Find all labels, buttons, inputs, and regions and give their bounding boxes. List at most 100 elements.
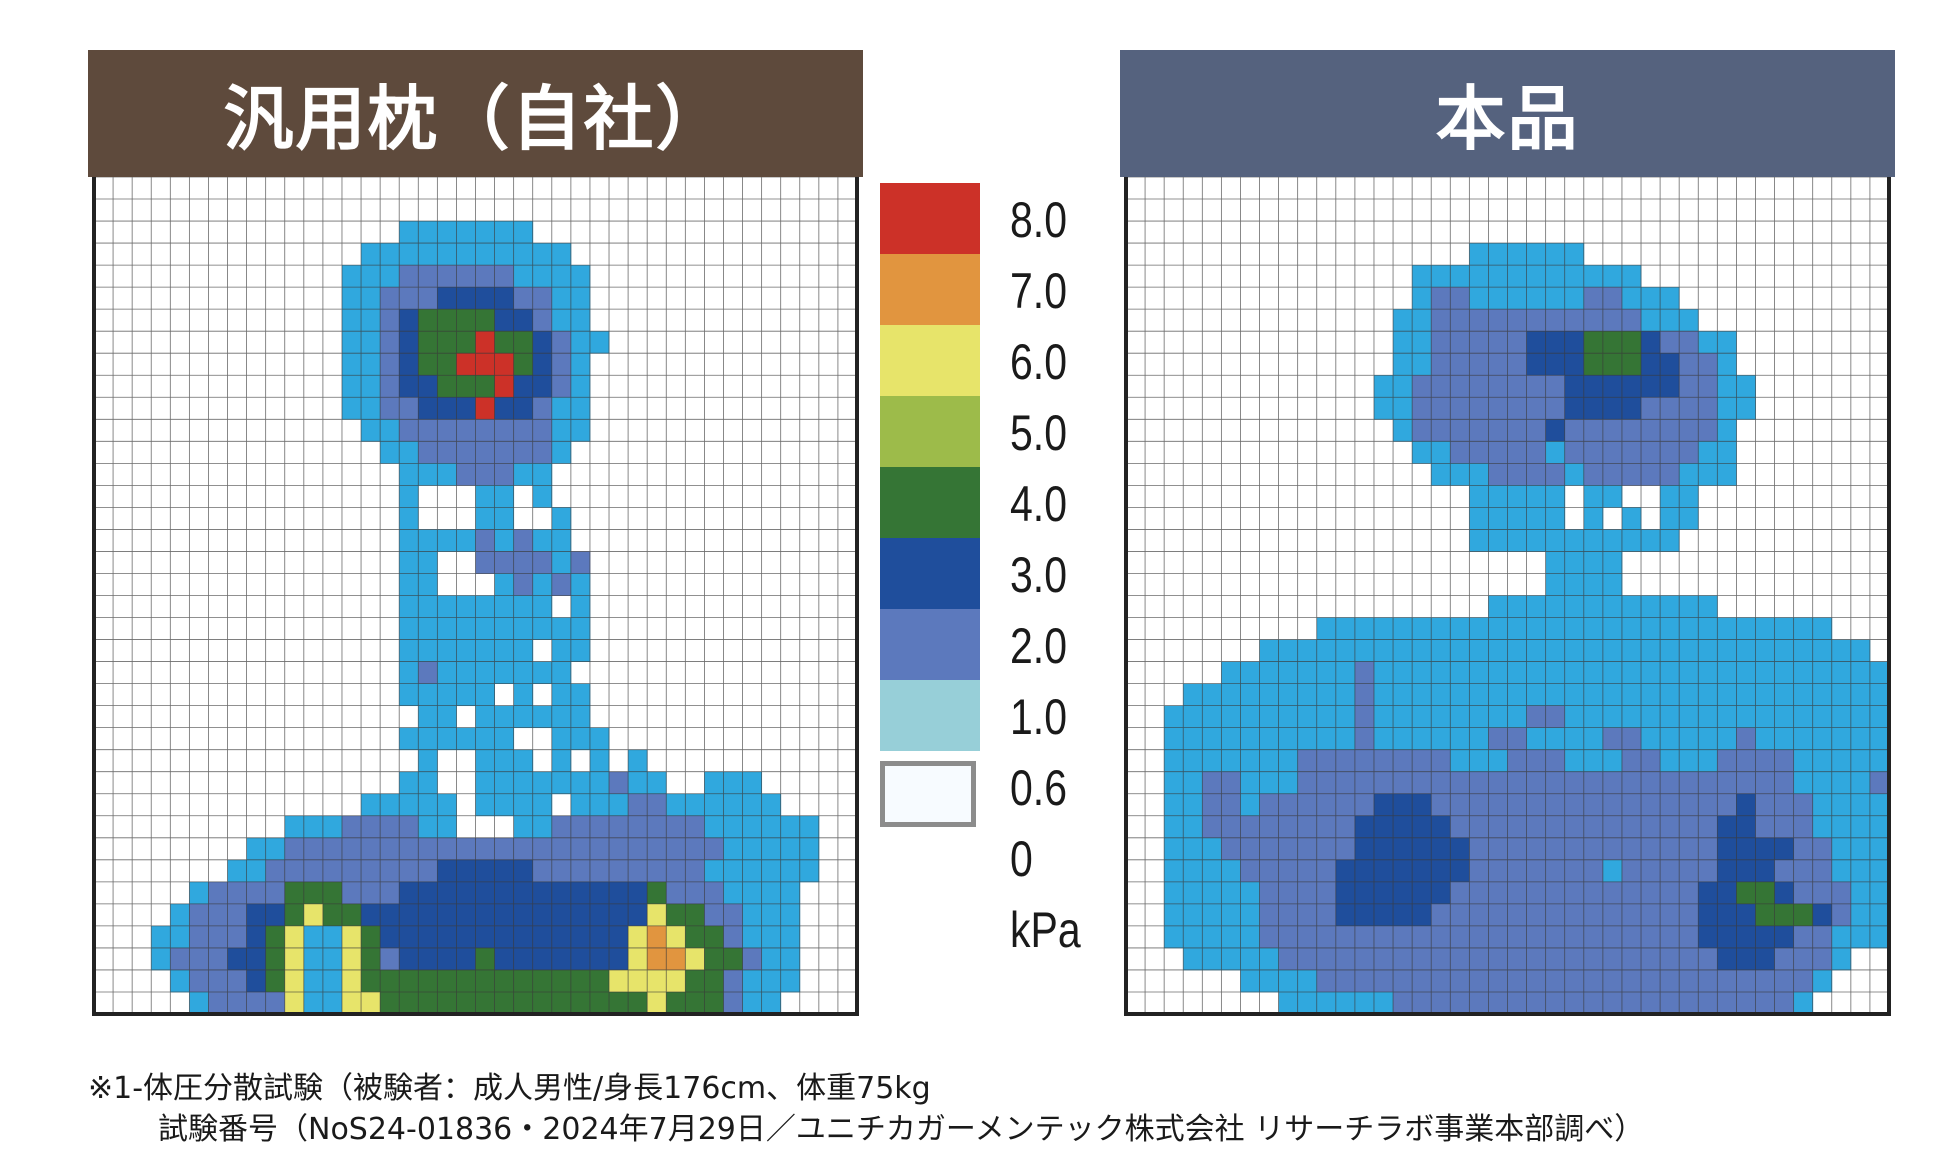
cell-level-1 xyxy=(532,243,553,266)
cell-level-1 xyxy=(742,837,763,861)
cell-level-3 xyxy=(551,925,572,949)
cell-level-1 xyxy=(341,397,362,420)
cell-level-2 xyxy=(1621,309,1642,332)
cell-level-1 xyxy=(761,991,782,1015)
cell-level-1 xyxy=(1469,265,1489,288)
cell-level-2 xyxy=(1698,397,1718,420)
cell-level-1 xyxy=(1869,925,1890,949)
cell-level-1 xyxy=(1183,947,1203,971)
cell-level-3 xyxy=(1412,837,1432,861)
cell-level-2 xyxy=(551,837,572,861)
cell-level-1 xyxy=(1450,683,1470,707)
cell-level-2 xyxy=(1469,903,1489,927)
cell-level-1 xyxy=(1679,705,1699,729)
cell-level-1 xyxy=(1831,947,1852,971)
cell-level-1 xyxy=(1335,727,1356,751)
scale-swatch-2 xyxy=(880,325,980,396)
cell-level-2 xyxy=(380,947,400,971)
cell-level-1 xyxy=(399,441,419,464)
cell-level-2 xyxy=(1621,859,1642,883)
cell-level-1 xyxy=(418,793,438,817)
cell-level-1 xyxy=(1297,705,1318,729)
cell-level-1 xyxy=(780,815,801,839)
cell-level-1 xyxy=(1393,419,1413,442)
cell-level-1 xyxy=(418,749,438,773)
cell-level-3 xyxy=(1354,903,1375,927)
cell-level-1 xyxy=(1431,683,1451,707)
cell-level-2 xyxy=(1717,749,1737,773)
cell-level-2 xyxy=(1698,771,1718,795)
cell-level-1 xyxy=(1488,243,1508,266)
cell-level-3 xyxy=(418,881,438,905)
cell-level-4 xyxy=(628,991,648,1015)
cell-level-1 xyxy=(1450,617,1470,640)
cell-level-1 xyxy=(723,859,743,883)
cell-level-1 xyxy=(361,375,381,398)
cell-level-1 xyxy=(1545,661,1566,685)
cell-level-1 xyxy=(246,837,267,861)
cell-level-1 xyxy=(742,771,763,795)
cell-level-1 xyxy=(1812,969,1833,993)
cell-level-2 xyxy=(1583,859,1604,883)
cell-level-1 xyxy=(170,925,190,949)
cell-level-1 xyxy=(1431,705,1451,729)
cell-level-2 xyxy=(1660,947,1680,971)
cell-level-1 xyxy=(1412,705,1432,729)
cell-level-1 xyxy=(1621,265,1642,288)
cell-level-1 xyxy=(475,221,495,244)
cell-level-1 xyxy=(1812,727,1833,751)
cell-level-6 xyxy=(341,947,362,971)
cell-level-2 xyxy=(1354,727,1375,751)
cell-level-1 xyxy=(361,287,381,310)
cell-level-1 xyxy=(761,947,782,971)
cell-level-1 xyxy=(1641,309,1661,332)
cell-level-2 xyxy=(1412,991,1432,1015)
cell-level-3 xyxy=(570,903,591,927)
cell-level-1 xyxy=(475,661,495,685)
cell-level-1 xyxy=(570,771,591,795)
cell-level-2 xyxy=(1526,859,1547,883)
cell-level-2 xyxy=(1297,859,1318,883)
cell-level-2 xyxy=(1641,771,1661,795)
cell-level-1 xyxy=(1621,705,1642,729)
cell-level-2 xyxy=(1297,837,1318,861)
cell-level-1 xyxy=(437,793,457,817)
cell-level-1 xyxy=(780,837,801,861)
cell-level-1 xyxy=(418,639,438,662)
cell-level-3 xyxy=(1526,331,1547,354)
cell-level-2 xyxy=(341,881,362,905)
cell-level-3 xyxy=(399,881,419,905)
cell-level-1 xyxy=(1469,617,1489,640)
cell-level-6 xyxy=(647,969,667,993)
cell-level-2 xyxy=(1583,309,1604,332)
cell-level-2 xyxy=(1412,397,1432,420)
cell-level-2 xyxy=(1545,309,1566,332)
cell-level-2 xyxy=(1660,837,1680,861)
cell-level-2 xyxy=(1641,441,1661,464)
cell-level-1 xyxy=(1850,683,1871,707)
cell-level-2 xyxy=(1736,749,1756,773)
cell-level-2 xyxy=(1507,903,1527,927)
cell-level-3 xyxy=(1373,859,1394,883)
cell-level-2 xyxy=(532,441,553,464)
cell-level-1 xyxy=(1393,683,1413,707)
cell-level-2 xyxy=(1698,859,1718,883)
cell-level-2 xyxy=(437,265,457,288)
cell-level-1 xyxy=(399,551,419,574)
cell-level-2 xyxy=(1679,925,1699,949)
cell-level-4 xyxy=(380,991,400,1015)
cell-level-2 xyxy=(628,859,648,883)
cell-level-1 xyxy=(341,265,362,288)
cell-level-2 xyxy=(418,661,438,685)
cell-level-1 xyxy=(570,595,591,618)
cell-level-2 xyxy=(1717,793,1737,817)
cell-level-1 xyxy=(570,397,591,420)
cell-level-2 xyxy=(1431,331,1451,354)
cell-level-1 xyxy=(551,529,572,552)
cell-level-2 xyxy=(380,287,400,310)
cell-level-1 xyxy=(361,243,381,266)
cell-level-2 xyxy=(380,309,400,332)
cell-level-1 xyxy=(437,221,457,244)
cell-level-3 xyxy=(1736,903,1756,927)
cell-level-2 xyxy=(609,837,629,861)
